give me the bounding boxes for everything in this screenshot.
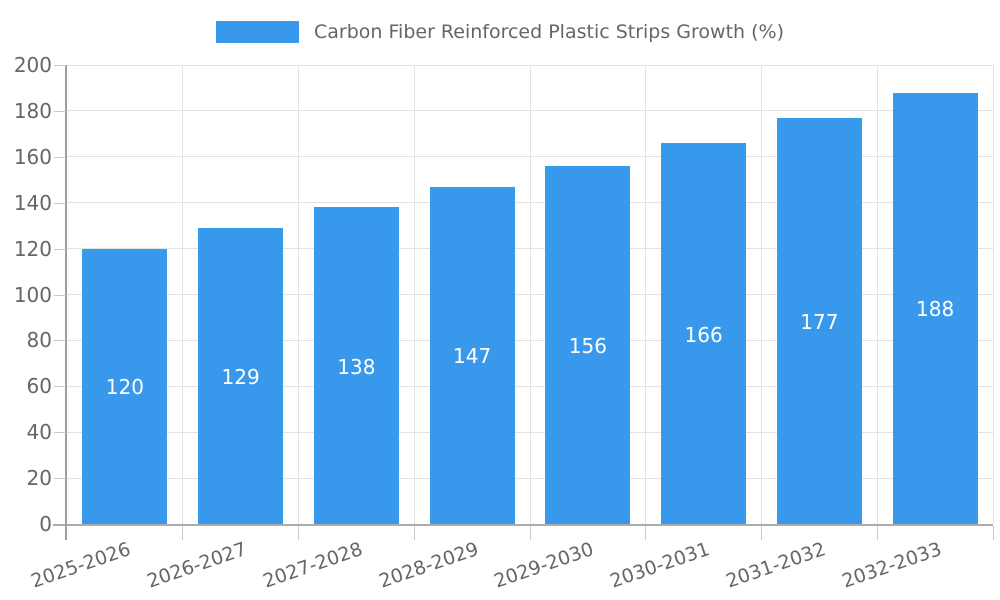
- legend-item[interactable]: Carbon Fiber Reinforced Plastic Strips G…: [216, 21, 784, 43]
- bar: 120: [82, 248, 168, 524]
- y-axis-tick-mark: [54, 432, 66, 434]
- bar-value-label: 147: [453, 344, 492, 369]
- y-axis-tick-mark: [54, 156, 66, 158]
- x-axis-tick-mark: [876, 526, 878, 540]
- x-axis-tick-mark: [298, 526, 299, 540]
- y-axis-tick-label: 40: [26, 420, 52, 445]
- legend-label: Carbon Fiber Reinforced Plastic Strips G…: [314, 21, 784, 43]
- y-axis-tick-mark: [54, 65, 66, 66]
- y-axis-tick-mark: [54, 386, 66, 388]
- bar-value-label: 129: [221, 364, 260, 389]
- x-axis-tick-label: 2027-2028: [260, 538, 366, 593]
- bar: 147: [429, 186, 515, 524]
- y-axis-tick-mark: [54, 340, 66, 342]
- gridline-vertical: [992, 65, 994, 524]
- x-axis-tick-label: 2032-2033: [838, 538, 944, 593]
- y-axis-tick-label: 100: [13, 282, 52, 307]
- gridline-vertical: [413, 65, 415, 524]
- x-axis-origin-tick-mark: [65, 524, 67, 540]
- x-axis-tick-label: 2025-2026: [28, 538, 134, 593]
- bar: 188: [892, 92, 978, 524]
- bar: 129: [198, 227, 284, 524]
- y-axis-tick-label: 140: [13, 190, 52, 215]
- x-axis-tick-label: 2026-2027: [144, 538, 250, 593]
- y-axis-tick-label: 180: [13, 98, 52, 123]
- chart-legend: Carbon Fiber Reinforced Plastic Strips G…: [0, 21, 1000, 43]
- x-axis-tick-label: 2030-2031: [607, 538, 713, 593]
- y-axis-tick-label: 60: [26, 374, 52, 399]
- gridline-vertical: [645, 65, 647, 524]
- gridline-vertical: [182, 65, 184, 524]
- x-axis-tick-label: 2029-2030: [491, 538, 597, 593]
- y-axis-tick-label: 200: [13, 53, 52, 77]
- bar: 156: [545, 165, 631, 524]
- bar-value-label: 138: [337, 354, 376, 379]
- y-axis-tick-mark: [54, 294, 66, 296]
- y-axis-tick-mark: [54, 202, 66, 204]
- x-axis-tick-mark: [645, 526, 647, 540]
- bar: 166: [661, 143, 747, 524]
- legend-swatch: [216, 21, 299, 43]
- bar-value-label: 166: [684, 322, 723, 347]
- y-axis-tick-label: 20: [26, 466, 52, 491]
- gridline-vertical: [529, 65, 531, 524]
- y-axis-tick-label: 160: [13, 144, 52, 169]
- x-axis-tick-mark: [413, 526, 415, 540]
- x-axis-tick-label: 2031-2032: [723, 538, 829, 593]
- gridline-vertical: [876, 65, 878, 524]
- bar: 177: [776, 117, 862, 524]
- x-axis-tick-mark: [182, 526, 184, 540]
- x-axis-tick-mark: [761, 526, 762, 540]
- bar-value-label: 188: [916, 297, 955, 322]
- x-axis-tick-mark: [992, 526, 994, 540]
- bar-value-label: 177: [800, 309, 839, 334]
- bar: 138: [313, 207, 399, 524]
- x-axis-tick-label: 2028-2029: [375, 538, 481, 593]
- y-axis-tick-label: 120: [13, 236, 52, 261]
- bar-value-label: 156: [568, 333, 607, 358]
- y-axis-tick-mark: [54, 248, 66, 250]
- gridline-vertical: [761, 65, 762, 524]
- gridline-vertical: [298, 65, 299, 524]
- y-axis-tick-mark: [54, 110, 66, 112]
- x-axis-tick-mark: [529, 526, 531, 540]
- y-axis-tick-label: 0: [39, 512, 52, 536]
- plot-area: 120 129 138 147 156 166 177 188: [65, 64, 994, 526]
- y-axis-zero-tick-mark: [53, 524, 67, 526]
- bar-value-label: 120: [105, 375, 144, 400]
- y-axis-tick-label: 80: [26, 328, 52, 353]
- y-axis-tick-mark: [54, 478, 66, 480]
